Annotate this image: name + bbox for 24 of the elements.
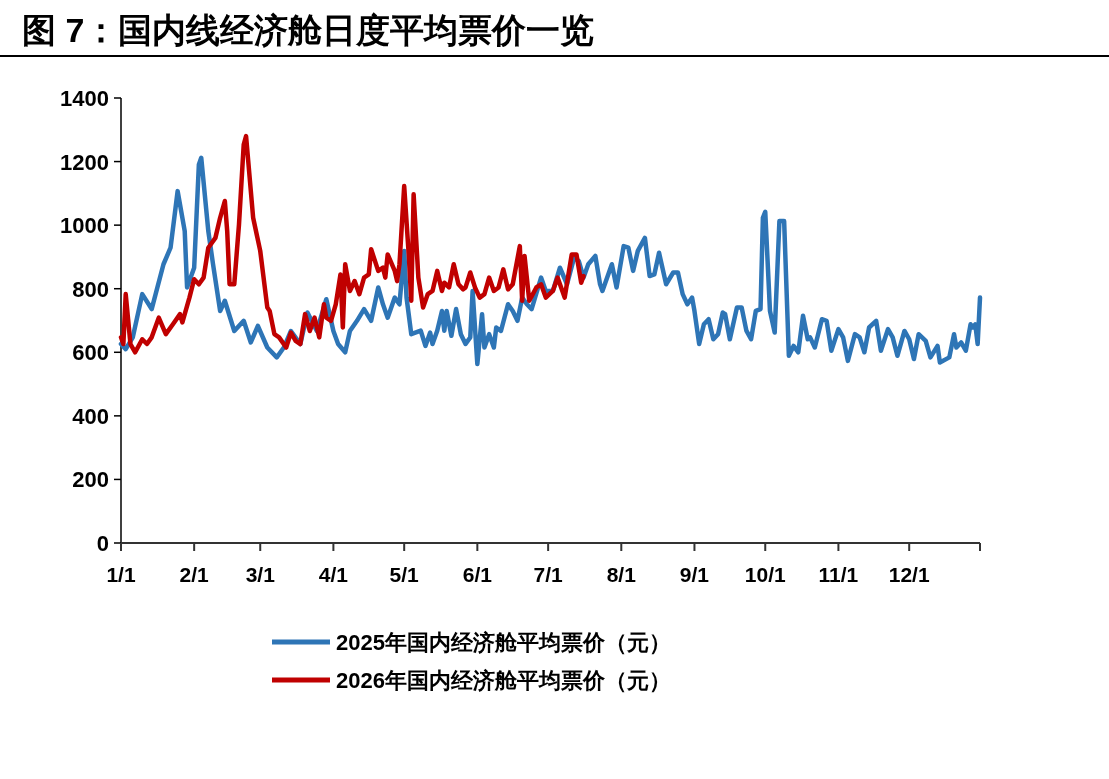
y-tick-label: 400 (72, 403, 109, 429)
x-tick-label: 11/1 (818, 563, 859, 586)
x-tick-label: 5/1 (389, 563, 420, 586)
legend-label: 2025年国内经济舱平均票价（元） (336, 630, 671, 655)
y-tick-label: 800 (72, 276, 109, 302)
y-tick-label: 600 (72, 340, 109, 366)
chart-title: 图 7：国内线经济舱日度平均票价一览 (22, 11, 595, 49)
x-tick-label: 8/1 (606, 563, 637, 586)
x-tick-label: 12/1 (888, 563, 930, 586)
y-tick-label: 1000 (60, 213, 109, 239)
x-tick-label: 10/1 (744, 563, 787, 586)
y-tick-label: 200 (72, 467, 109, 493)
x-tick-label: 9/1 (679, 563, 710, 586)
legend-label: 2026年国内经济舱平均票价（元） (336, 668, 671, 693)
x-tick-label: 1/1 (106, 563, 136, 586)
x-tick-label: 6/1 (462, 563, 493, 586)
x-tick-label: 4/1 (318, 563, 349, 586)
x-tick-label: 3/1 (245, 563, 276, 586)
x-tick-label: 2/1 (179, 563, 210, 586)
y-tick-label: 1400 (60, 86, 109, 111)
y-tick-label: 0 (96, 531, 109, 556)
line-series (118, 133, 586, 355)
x-tick-label: 7/1 (533, 563, 564, 586)
y-tick-label: 1200 (60, 149, 109, 175)
